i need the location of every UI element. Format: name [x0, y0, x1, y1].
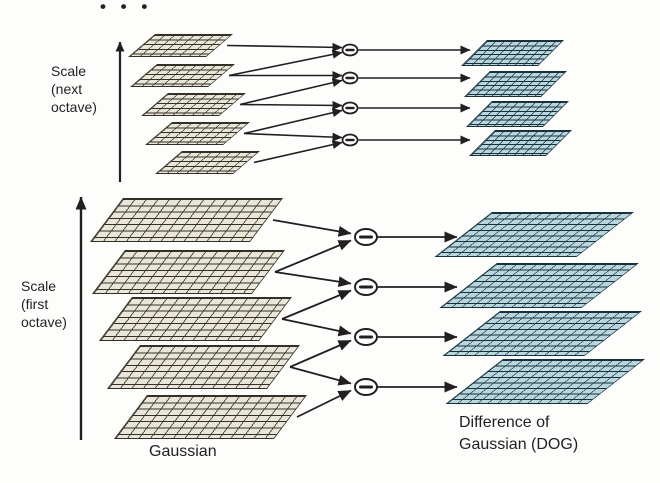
subtract-node-next-octave-4: [341, 133, 359, 147]
subtract-node-first-octave-1: [354, 228, 378, 246]
gaussian-to-subtract-arrow: [289, 339, 352, 368]
gaussian-column-label: Gaussian: [149, 443, 217, 460]
continuation-dots: • • •: [100, 0, 153, 16]
subtract-node-first-octave-2: [354, 278, 378, 296]
subtract-node-next-octave-2: [341, 71, 359, 85]
gaussian-to-subtract-arrow: [253, 140, 343, 164]
scale-next-octave-label: Scale (next octave): [51, 63, 97, 116]
scale-first-octave-label: Scale (first octave): [21, 278, 67, 331]
subtract-node-first-octave-4: [354, 378, 378, 396]
subtract-node-first-octave-3: [354, 328, 378, 346]
gaussian-to-subtract-arrow: [274, 239, 352, 273]
dog-column-label: Difference of Gaussian (DOG): [459, 414, 579, 454]
gaussian-to-subtract-arrow: [228, 49, 343, 77]
gaussian-to-subtract-arrow: [243, 132, 343, 142]
subtract-node-next-octave-1: [341, 43, 359, 57]
gaussian-to-subtract-arrow: [289, 366, 352, 386]
gaussian-to-subtract-arrow: [281, 318, 352, 337]
gaussian-to-subtract-arrow: [281, 289, 352, 320]
gaussian-to-subtract-arrow: [243, 108, 343, 135]
subtract-node-next-octave-3: [341, 101, 359, 115]
gaussian-to-subtract-arrow: [272, 219, 352, 237]
gaussian-to-subtract-arrow: [239, 78, 343, 106]
gaussian-to-subtract-arrow: [226, 42, 343, 52]
gaussian-to-subtract-arrow: [296, 389, 352, 418]
gaussian-to-subtract-arrow: [239, 100, 343, 110]
gaussian-to-subtract-arrow: [274, 271, 352, 288]
